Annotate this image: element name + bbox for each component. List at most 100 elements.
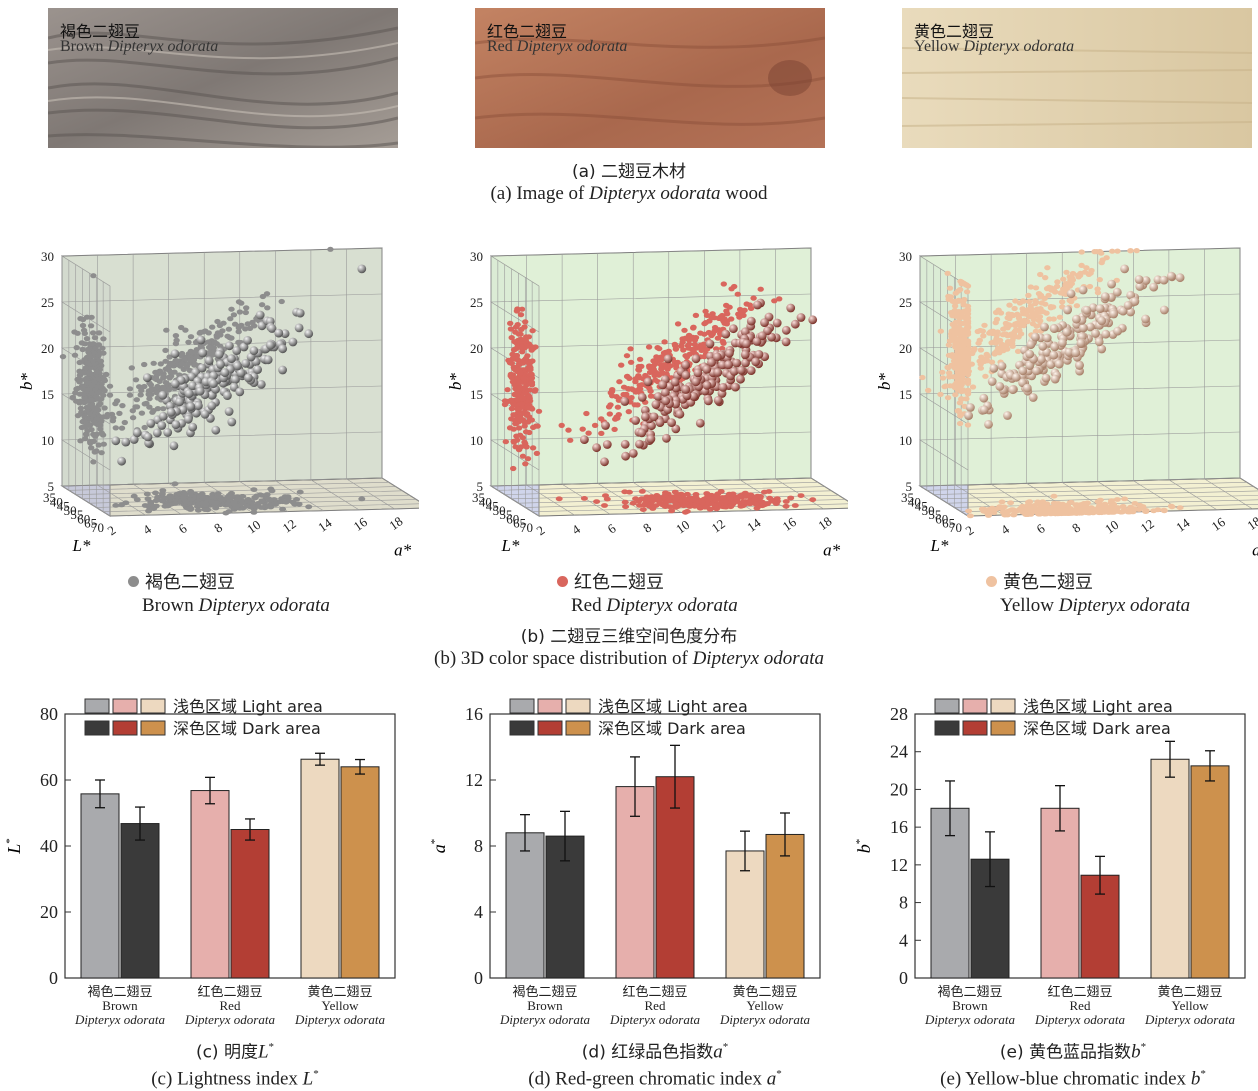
tick-label-l: 45 (57, 499, 70, 514)
wall-projection-point (98, 430, 106, 436)
tick-label-l: 70 (520, 520, 533, 535)
wall-projection-point (509, 379, 517, 385)
wall-projection-point (939, 369, 946, 375)
data-sphere (1120, 264, 1129, 274)
floor-projection-point (672, 502, 680, 507)
category-label-cn: 红色二翅豆 (1047, 984, 1112, 1000)
data-sphere (1031, 332, 1040, 342)
wall-projection-point (1014, 311, 1021, 317)
wall-projection-point (1096, 277, 1103, 283)
tick-label-a: 2 (533, 522, 547, 538)
wall-projection-point (623, 353, 631, 359)
tick-label-a: 10 (244, 517, 263, 537)
floor-projection-point (166, 502, 174, 507)
wall-projection-point (187, 357, 194, 363)
wall-projection-point (630, 387, 637, 393)
wall-projection-point (956, 400, 964, 406)
wall-projection-point (106, 392, 114, 398)
data-sphere (725, 348, 734, 358)
data-sphere (1149, 282, 1159, 292)
wall-projection-point (728, 316, 735, 322)
tick-label-l: 60 (506, 511, 519, 526)
floor-projection-point (998, 499, 1006, 505)
wall-projection-point (86, 353, 93, 359)
floor-projection-point (593, 499, 601, 504)
caption-d-en: (d) Red-green chromatic index a* (528, 1068, 782, 1090)
data-sphere (1166, 271, 1176, 281)
wall-projection-point (1109, 248, 1116, 254)
wall-projection-point (1054, 279, 1061, 285)
wall-projection-point (667, 363, 674, 369)
data-sphere (1042, 333, 1052, 343)
category-label-en: Red (645, 998, 666, 1013)
wood-image-brown: 褐色二翅豆 Brown Dipteryx odorata (48, 8, 398, 148)
wall-projection-point (227, 316, 234, 322)
wall-projection-point (998, 341, 1006, 347)
data-sphere (746, 316, 756, 326)
wall-projection-point (519, 395, 527, 402)
data-sphere (753, 300, 762, 310)
wall-projection-point (98, 363, 105, 369)
caption-a: (a) 二翅豆木材 (a) Image of Dipteryx odorata … (329, 161, 929, 205)
data-sphere (1003, 411, 1012, 420)
y-axis-label-star: * (429, 839, 441, 845)
wall-projection-point (681, 327, 688, 333)
category-label-species: Dipteryx odorata (184, 1012, 275, 1027)
wall-projection-point (205, 330, 212, 336)
bar (1150, 758, 1190, 979)
wall-projection-point (964, 353, 972, 359)
wall-projection-point (682, 335, 689, 341)
wood-label-en: Red Dipteryx odorata (487, 38, 628, 55)
data-sphere (736, 365, 746, 375)
wall-projection-point (1032, 301, 1039, 307)
wall-projection-point (1127, 248, 1134, 254)
y-axis-label: a* (429, 839, 449, 854)
wall-projection-point (964, 422, 972, 428)
wall-projection-point (529, 328, 536, 334)
legend-swatch-dark (537, 720, 563, 736)
y-tick-label: 4 (474, 902, 483, 922)
wall-projection-point (79, 322, 87, 329)
wall-projection-point (86, 341, 93, 347)
wall-projection-point (1047, 304, 1055, 310)
wall-projection-point (1051, 288, 1058, 295)
floor-projection-point (686, 504, 694, 509)
tick-label-a: 12 (280, 516, 299, 536)
sphere-points (111, 264, 367, 466)
wall-projection-point (620, 384, 628, 390)
wall-projection-point (956, 420, 964, 427)
floor-projection-point (1065, 511, 1073, 516)
floor-projection-point (250, 487, 258, 492)
wall-projection-point (1085, 271, 1093, 277)
wall-projection-point (1056, 314, 1064, 320)
wood-texture-yellow (902, 8, 1252, 148)
wall-projection-point (90, 431, 97, 437)
data-sphere (1025, 349, 1035, 359)
legend-marker (557, 576, 568, 587)
tick-label-b: 30 (470, 249, 483, 264)
floor-projection-point (158, 491, 166, 497)
wall-projection-point (989, 339, 996, 345)
y-axis-label: L* (4, 838, 24, 855)
wall-projection-point (164, 365, 171, 371)
category-label-en: Yellow (747, 998, 785, 1013)
wall-projection-point (84, 347, 92, 353)
caption-e-cn: (e) 黄色蓝品指数b* (999, 1041, 1147, 1063)
wall-projection-point (79, 391, 87, 397)
tick-label-b: 25 (470, 295, 483, 310)
wall-projection-point (954, 378, 961, 384)
data-sphere (979, 405, 989, 415)
grid-line-a (61, 256, 111, 517)
wall-projection-point (504, 387, 511, 393)
floor-projection-point (1176, 505, 1184, 511)
data-sphere (767, 332, 776, 342)
floor-projection-point (683, 509, 691, 514)
category-label-cn: 黄色二翅豆 (732, 984, 797, 1000)
grid-line-a (919, 256, 969, 517)
data-sphere (1118, 306, 1128, 316)
category-label-species: Dipteryx odorata (74, 1012, 165, 1027)
wall-projection-point (702, 308, 709, 314)
wall-projection-point (723, 302, 730, 308)
